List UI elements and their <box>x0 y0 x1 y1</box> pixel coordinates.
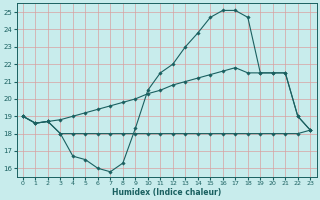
X-axis label: Humidex (Indice chaleur): Humidex (Indice chaleur) <box>112 188 221 197</box>
